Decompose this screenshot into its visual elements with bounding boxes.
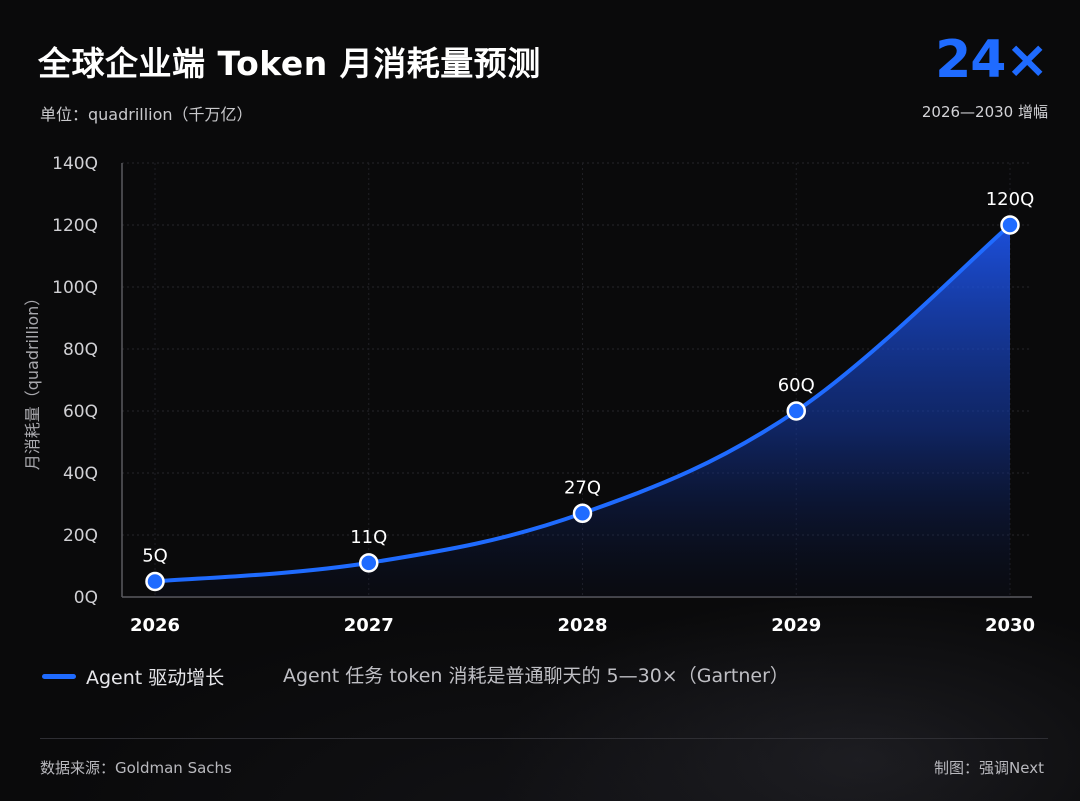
data-points: [145, 215, 1020, 592]
footer-divider: [40, 738, 1048, 739]
page-title: 全球企业端 Token 月消耗量预测: [38, 44, 541, 83]
y-tick-label: 120Q: [52, 216, 98, 236]
growth-multiplier: 24×: [935, 30, 1049, 90]
data-point: [145, 571, 165, 592]
y-tick-label: 80Q: [63, 340, 98, 360]
series-area: [155, 225, 1010, 597]
x-tick-label: 2027: [344, 615, 394, 636]
y-tick-label: 140Q: [52, 154, 98, 174]
data-labels: 5Q 11Q 27Q 60Q 120Q: [142, 189, 1034, 567]
y-tick-label: 40Q: [63, 464, 98, 484]
data-label: 27Q: [564, 477, 601, 498]
x-tick-label: 2030: [985, 615, 1035, 636]
x-tick-label: 2029: [771, 615, 821, 636]
chart-credit: 制图：强调Next: [934, 759, 1044, 777]
data-label: 11Q: [350, 527, 387, 548]
data-point: [1000, 215, 1020, 235]
unit-caption: 单位：quadrillion（千万亿）: [40, 105, 253, 124]
legend-series-label: Agent 驱动增长: [86, 666, 225, 689]
data-point: [572, 503, 593, 524]
y-axis-label: 月消耗量（quadrillion）: [23, 290, 42, 471]
data-point: [786, 401, 806, 421]
data-label: 60Q: [778, 375, 815, 396]
y-tick-label: 100Q: [52, 278, 98, 298]
axes: 0Q 20Q 40Q 60Q 80Q 100Q 120Q 140Q 2026 2027 2028 20…: [52, 154, 1035, 636]
x-tick-label: 2028: [557, 615, 607, 636]
growth-multiplier-caption: 2026—2030 增幅: [921, 103, 1048, 121]
y-tick-label: 20Q: [63, 526, 98, 546]
area-fill: [155, 225, 1010, 597]
legend-swatch: [42, 673, 76, 679]
y-tick-label: 60Q: [63, 402, 98, 422]
y-tick-label: 0Q: [74, 588, 98, 608]
data-label: 120Q: [986, 189, 1035, 210]
x-tick-label: 2026: [130, 615, 180, 636]
data-label: 5Q: [142, 546, 168, 567]
legend: Agent 驱动增长: [42, 663, 224, 689]
legend-note: Agent 任务 token 消耗是普通聊天的 5—30×（Gartner）: [283, 665, 789, 687]
data-point: [359, 553, 379, 573]
data-source: 数据来源：Goldman Sachs: [40, 759, 232, 777]
